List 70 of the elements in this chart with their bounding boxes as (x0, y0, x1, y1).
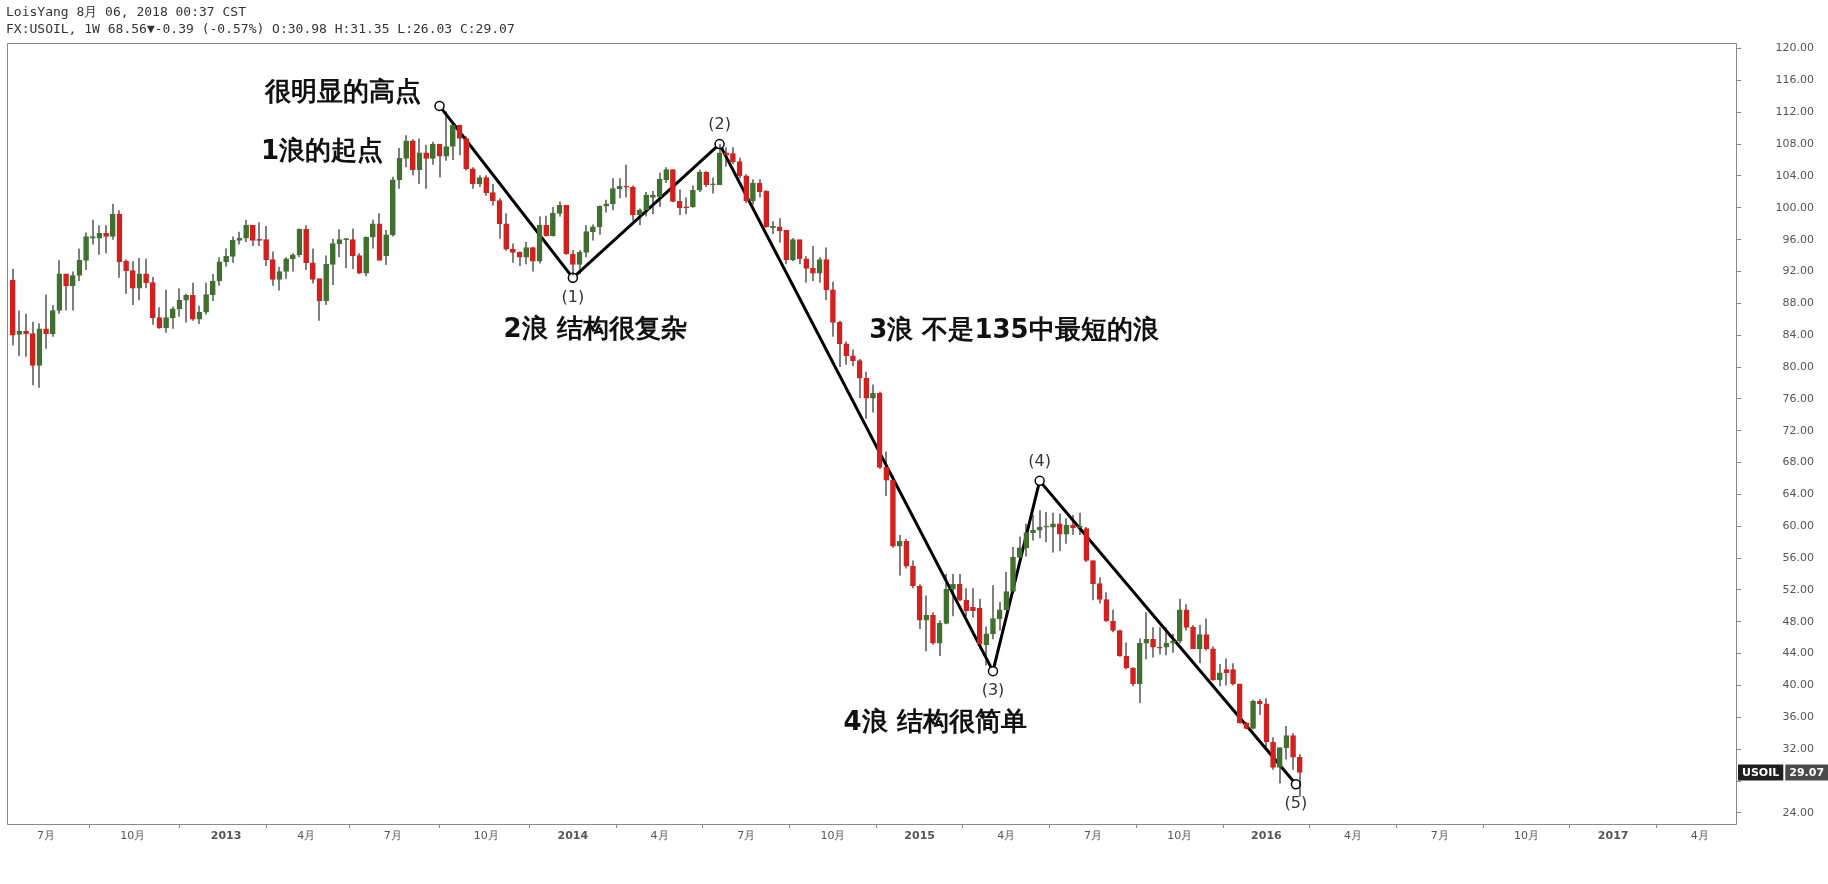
x-tick-label: 10月 (1513, 829, 1539, 843)
annotation: (3) (981, 680, 1005, 700)
x-tick-label: 7月 (737, 829, 756, 843)
x-tick-label: 10月 (820, 829, 846, 843)
annotation: (4) (1028, 451, 1051, 471)
x-tick-label: 4月 (1344, 829, 1363, 843)
annotation: 很明显的高点 (264, 75, 421, 106)
x-tick-label: 10月 (120, 829, 146, 843)
x-tick-label: 7月 (1084, 829, 1103, 843)
x-tick-label: 10月 (1167, 829, 1193, 843)
y-tick-label: 60.00 (1782, 519, 1814, 533)
y-tick-label: 116.00 (1775, 73, 1814, 87)
point (567, 272, 579, 284)
annotation: (1) (561, 287, 585, 307)
x-tick-label: 7月 (37, 829, 56, 843)
x-tick-label: 2016 (1251, 829, 1283, 843)
y-tick-label: 80.00 (1782, 359, 1814, 373)
candlestick (1043, 511, 1050, 543)
y-tick-label: 104.00 (1775, 168, 1814, 182)
y-tick-label: 120.00 (1775, 41, 1814, 55)
y-tick-label: 92.00 (1782, 264, 1814, 278)
y-tick-label: 52.00 (1782, 582, 1814, 596)
point (434, 100, 445, 112)
y-tick-label: 36.00 (1782, 710, 1814, 724)
y-tick-label: 72.00 (1782, 423, 1814, 437)
x-tick-label: 4月 (297, 829, 316, 843)
y-tick-label: 56.00 (1782, 550, 1814, 564)
point (714, 138, 725, 150)
y-tick-label: 68.00 (1782, 455, 1814, 469)
candlestick (1156, 627, 1163, 655)
y-tick-label: 76.00 (1782, 391, 1814, 405)
x-tick-label: 4月 (1690, 829, 1709, 843)
y-tick-label: 84.00 (1782, 328, 1814, 342)
point (1290, 778, 1302, 790)
y-tick-label: 100.00 (1775, 200, 1814, 214)
candlestick (623, 164, 630, 198)
y-tick-label: 64.00 (1782, 487, 1814, 501)
y-tick-label: 88.00 (1782, 296, 1814, 310)
x-tick-label: 10月 (473, 829, 499, 843)
chart-subtitle: FX:USOIL, 1W 68.56▼-0.39 (-0.57%) O:30.98 H:31.35 L:26.03 C:29.07 (6, 20, 515, 37)
candlestick (1030, 515, 1036, 541)
candlestick (970, 588, 976, 618)
y-tick-label: 24.00 (1782, 805, 1814, 819)
point (1034, 475, 1045, 487)
candlestick (23, 313, 29, 357)
x-tick-label: 4月 (997, 829, 1016, 843)
annotation: 1浪的起点 (260, 134, 384, 165)
text: USOIL (1742, 765, 1780, 779)
y-tick-label: 32.00 (1782, 742, 1814, 756)
point (987, 665, 999, 677)
annotation: 4浪 结构很简单 (843, 705, 1027, 736)
annotation: (5) (1284, 793, 1308, 813)
chart-title: LoisYang 8月 06, 2018 00:37 CST (6, 3, 247, 20)
annotation: (2) (708, 114, 731, 134)
y-tick-label: 44.00 (1782, 646, 1814, 660)
annotation: 3浪 不是135中最短的浪 (869, 313, 1160, 344)
x-tick-label: 2017 (1597, 829, 1629, 843)
y-tick-label: 112.00 (1775, 105, 1814, 119)
y-tick-label: 40.00 (1782, 678, 1814, 692)
x-tick-label: 2013 (210, 829, 242, 843)
y-tick-label: 108.00 (1775, 136, 1814, 150)
x-tick-label: 7月 (1430, 829, 1449, 843)
x-tick-label: 2015 (904, 829, 935, 843)
y-tick-label: 48.00 (1782, 614, 1814, 628)
x-tick-label: 2014 (557, 829, 589, 843)
x-tick-label: 7月 (383, 829, 402, 843)
y-tick-label: 96.00 (1782, 232, 1814, 246)
annotation: 2浪 结构很复杂 (503, 312, 687, 343)
text: 29.07 (1789, 765, 1825, 779)
x-tick-label: 4月 (650, 829, 669, 843)
